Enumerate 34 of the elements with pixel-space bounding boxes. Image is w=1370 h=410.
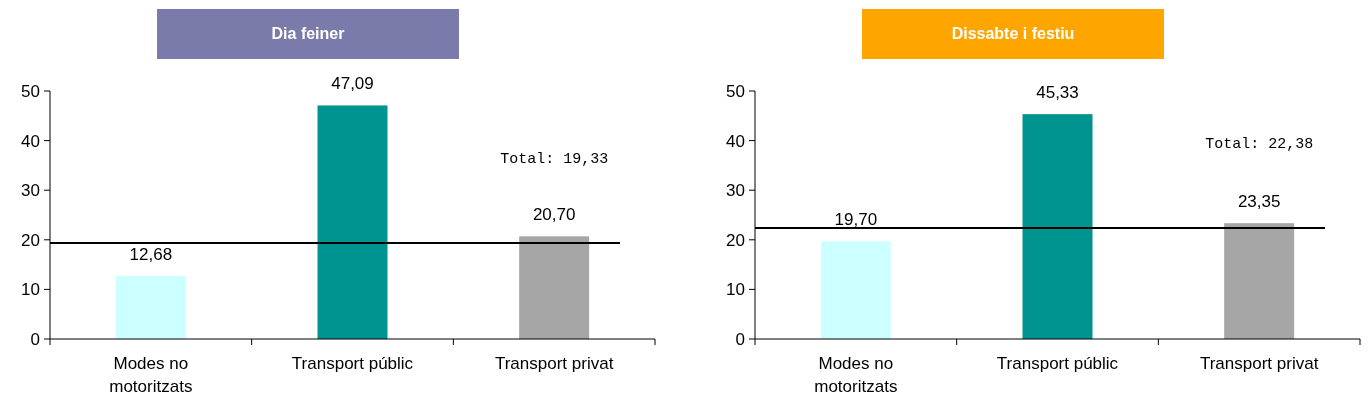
- data-label: 12,68: [129, 245, 173, 265]
- bar: [115, 276, 186, 339]
- chart-title: Dissabte i festiu: [951, 25, 1075, 42]
- y-tick-label: 30: [726, 181, 745, 201]
- bar: [820, 241, 891, 339]
- y-tick-label: 30: [21, 181, 40, 201]
- x-tick-label: Transport públic: [291, 354, 414, 373]
- bar: [519, 236, 590, 339]
- ref-line-label: Total: 19,33: [500, 151, 609, 169]
- y-tick-label: 0: [735, 329, 745, 349]
- y-tick-label: 10: [21, 280, 40, 300]
- bar: [1224, 223, 1295, 339]
- y-tick-label: 40: [726, 131, 745, 151]
- ref-line-label: Total: 22,38: [1205, 136, 1314, 153]
- y-tick-label: 10: [726, 280, 745, 300]
- x-tick-label: Modes no motoritzats: [814, 354, 898, 396]
- data-label: 20,70: [532, 205, 576, 225]
- chart-title: Dia feiner: [271, 25, 345, 42]
- bar: [317, 105, 388, 339]
- y-tick-label: 0: [30, 329, 40, 349]
- y-tick-label: 20: [726, 230, 745, 250]
- y-tick-label: 20: [21, 230, 40, 250]
- x-tick-label: Transport privat: [494, 354, 614, 373]
- data-label: 47,09: [331, 74, 374, 94]
- x-tick-label: Transport privat: [1199, 354, 1319, 373]
- y-tick-label: 50: [726, 81, 745, 101]
- x-tick-label: Modes no motoritzats: [109, 354, 193, 396]
- data-label: 19,70: [834, 210, 878, 230]
- data-label: 23,35: [1237, 192, 1281, 212]
- x-tick-label: Transport públic: [996, 354, 1119, 373]
- data-label: 45,33: [1036, 83, 1079, 103]
- y-tick-label: 50: [21, 81, 40, 101]
- y-tick-label: 40: [21, 131, 40, 151]
- bar: [1022, 114, 1093, 339]
